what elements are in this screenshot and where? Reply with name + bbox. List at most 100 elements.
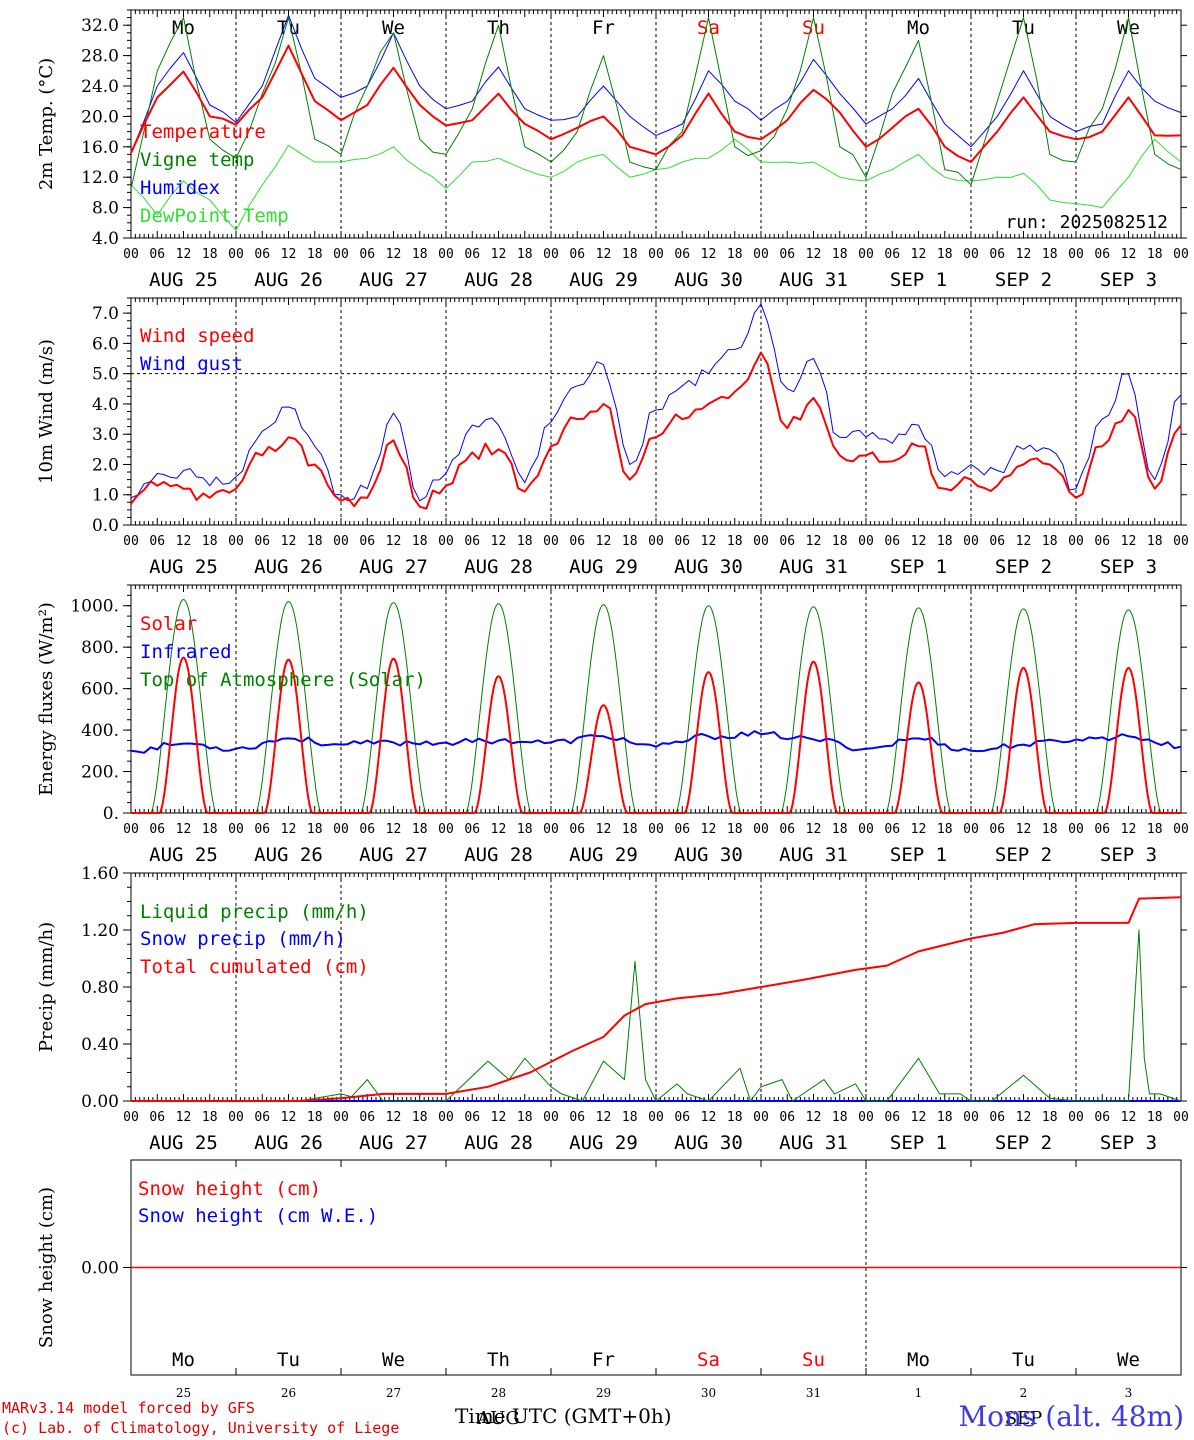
date-label: SEP 3 [1100,269,1157,291]
hour-label: 12 [596,247,612,262]
hour-label: 18 [517,247,533,262]
hour-label: 00 [1068,1110,1084,1125]
hour-label: 12 [596,1110,612,1125]
hour-label: 18 [832,247,848,262]
hour-label: 18 [622,534,638,549]
hour-label: 06 [149,247,165,262]
hour-label: 18 [517,534,533,549]
legend-entry: Vigne temp [140,149,254,171]
hour-label: 06 [1094,1110,1110,1125]
hour-label: 18 [727,534,743,549]
hour-label: 06 [149,534,165,549]
date-label: AUG 27 [359,269,428,291]
hour-label: 06 [779,822,795,837]
date-label: AUG 30 [674,556,743,578]
legend-entry: Wind gust [140,353,243,375]
day-label: Fr [592,1349,615,1371]
date-label: AUG 30 [674,269,743,291]
date-label: AUG 26 [254,844,323,866]
day-number: 2 [1020,1386,1028,1400]
y-tick-label: 200. [81,763,119,783]
hour-label: 12 [911,534,927,549]
y-tick-label: 12.0 [81,168,119,188]
hour-label: 12 [386,822,402,837]
hour-label: 06 [674,247,690,262]
hour-label: 00 [1068,822,1084,837]
month-label: SEP [1005,1408,1043,1429]
y-tick-label: 800. [81,638,119,658]
x-axis-label: Time UTC (GMT+0h) [455,1404,672,1428]
hour-label: 00 [753,1110,769,1125]
y-axis-label: Precip (mm/h) [36,922,57,1052]
hour-label: 00 [1173,822,1189,837]
y-tick-label: 20.0 [81,107,119,127]
y-axis-label: Snow height (cm) [36,1187,57,1348]
date-label: SEP 1 [890,556,947,578]
hour-label: 12 [491,247,507,262]
hour-label: 00 [963,1110,979,1125]
y-tick-label: 0.00 [81,1092,119,1112]
day-label: Th [487,17,510,39]
hour-label: 00 [228,822,244,837]
date-label: AUG 31 [779,844,848,866]
y-tick-label: 1.60 [81,864,119,884]
day-label: Su [802,1349,825,1371]
y-tick-label: 24.0 [81,77,119,97]
hour-label: 12 [806,247,822,262]
month-label: AUG [476,1408,520,1429]
hour-label: 00 [753,534,769,549]
hour-label: 06 [989,247,1005,262]
hour-label: 00 [1173,1110,1189,1125]
hour-label: 06 [674,1110,690,1125]
hour-label: 00 [753,247,769,262]
hour-label: 00 [858,822,874,837]
day-number: 30 [701,1386,716,1400]
hour-label: 06 [989,1110,1005,1125]
legend-entry: Temperature [140,121,266,143]
hour-label: 18 [1042,822,1058,837]
hour-label: 00 [648,822,664,837]
y-tick-label: 32.0 [81,16,119,36]
hour-label: 12 [1121,534,1137,549]
hour-label: 00 [543,822,559,837]
hour-label: 12 [176,822,192,837]
day-number: 26 [281,1386,296,1400]
hour-label: 00 [963,247,979,262]
day-label: Mo [172,1349,195,1371]
hour-label: 12 [806,534,822,549]
y-tick-label: 0.80 [81,978,119,998]
day-number: 29 [596,1386,611,1400]
day-number: 28 [491,1386,506,1400]
hour-label: 06 [884,247,900,262]
hour-label: 06 [569,534,585,549]
hour-label: 12 [701,534,717,549]
hour-label: 00 [858,1110,874,1125]
hour-label: 06 [989,534,1005,549]
date-label: AUG 31 [779,1132,848,1154]
hour-label: 18 [307,247,323,262]
hour-label: 12 [1016,247,1032,262]
day-label: Tu [1012,1349,1035,1371]
hour-label: 12 [1121,247,1137,262]
hour-label: 12 [491,1110,507,1125]
hour-label: 12 [596,534,612,549]
hour-label: 00 [648,247,664,262]
hour-label: 06 [569,1110,585,1125]
hour-label: 12 [386,534,402,549]
hour-label: 06 [779,534,795,549]
y-tick-label: 8.0 [92,199,119,219]
y-tick-label: 28.0 [81,47,119,67]
y-tick-label: 4.0 [92,395,119,415]
legend-entry: Wind speed [140,325,254,347]
day-label: Fr [592,17,615,39]
hour-label: 12 [491,822,507,837]
hour-label: 06 [779,247,795,262]
hour-label: 00 [333,247,349,262]
hour-label: 00 [543,247,559,262]
hour-label: 12 [1016,1110,1032,1125]
hour-label: 18 [1147,1110,1163,1125]
hour-label: 18 [202,1110,218,1125]
hour-label: 00 [543,534,559,549]
y-tick-label: 3.0 [92,425,119,445]
y-tick-label: 5.0 [92,365,119,385]
